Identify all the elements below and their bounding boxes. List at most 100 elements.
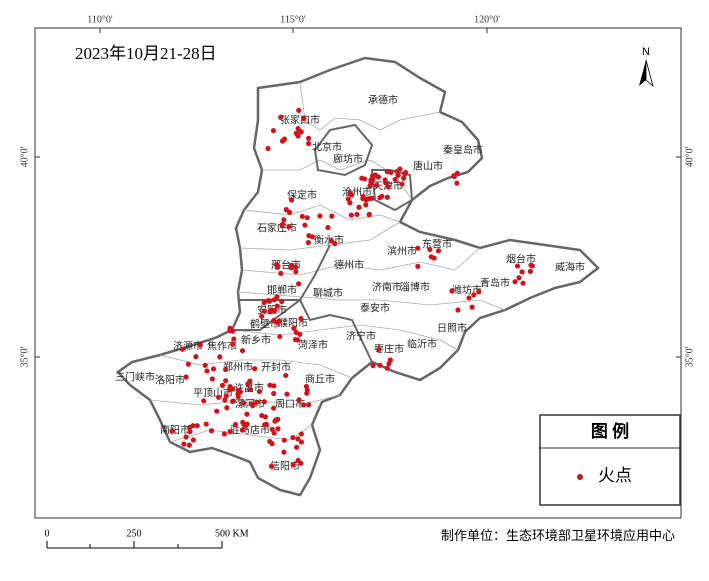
fire-point — [305, 140, 312, 147]
fire-point — [455, 307, 461, 313]
city-label: 秦皇岛市 — [443, 143, 483, 156]
fire-point — [527, 268, 533, 274]
city-label: 新乡市 — [241, 333, 271, 346]
fire-point — [169, 428, 175, 434]
fire-point — [306, 135, 312, 141]
fire-point — [273, 262, 280, 268]
fire-point — [261, 300, 267, 306]
city-label: 东营市 — [422, 237, 452, 250]
fire-point — [269, 441, 275, 447]
fire-point — [223, 366, 229, 373]
fire-point — [345, 196, 351, 202]
fire-point — [384, 194, 390, 200]
fire-point — [415, 245, 421, 251]
fire-point — [469, 304, 475, 310]
fire-point — [512, 279, 518, 285]
fire-point — [230, 341, 236, 347]
fire-point — [284, 391, 290, 397]
fire-point — [227, 429, 233, 435]
fire-point — [292, 336, 298, 343]
fire-point — [366, 196, 372, 202]
fire-point — [239, 427, 245, 433]
fire-point — [276, 318, 282, 324]
city-label: 焦作市 — [207, 339, 237, 352]
city-label: 南阳市 — [160, 423, 190, 436]
fire-point — [399, 181, 405, 187]
city-label: 衡水市 — [314, 233, 344, 246]
fire-point — [256, 388, 263, 395]
fire-point — [304, 215, 310, 221]
city-label: 开封市 — [261, 360, 291, 373]
latitude-label: 40°0' — [684, 146, 695, 167]
fire-point — [295, 125, 301, 132]
fire-point — [187, 424, 193, 430]
legend-item: 火点 — [598, 466, 632, 485]
fire-point — [395, 172, 401, 178]
fire-point — [476, 289, 482, 295]
longitude-label: 110°0' — [87, 14, 113, 25]
fire-point — [366, 212, 372, 218]
fire-point — [269, 307, 275, 313]
fire-point — [309, 234, 316, 240]
fire-point — [471, 292, 477, 298]
fire-point — [271, 405, 277, 411]
fire-point — [281, 136, 288, 142]
fire-point — [329, 213, 335, 219]
fire-point — [259, 412, 265, 419]
fire-point — [224, 405, 230, 411]
fire-point — [361, 196, 368, 202]
fire-point — [325, 224, 331, 231]
fire-point — [271, 430, 277, 436]
fire-point — [401, 175, 407, 181]
fire-point — [221, 431, 228, 437]
fire-point — [241, 400, 247, 406]
fire-point — [271, 317, 277, 324]
fire-point — [222, 397, 228, 403]
fire-point — [377, 362, 383, 368]
fire-point — [259, 313, 265, 319]
credit: 制作单位：生态环境部卫星环境应用中心 — [441, 528, 675, 543]
fire-point — [247, 386, 253, 392]
fire-point — [317, 213, 323, 219]
fire-point — [262, 422, 268, 428]
fire-point — [223, 378, 229, 384]
map-title: 2023年10月21-28日 — [75, 44, 217, 63]
fire-point — [384, 365, 390, 371]
fire-point — [293, 329, 299, 336]
fire-point — [375, 174, 382, 180]
fire-point — [193, 354, 199, 360]
fire-point — [293, 269, 299, 275]
fire-point — [435, 248, 442, 254]
north-arrow: N — [639, 46, 654, 88]
fire-point — [214, 408, 220, 414]
fire-point — [274, 303, 280, 309]
fire-point — [179, 346, 186, 352]
fire-point — [295, 281, 302, 287]
fire-point — [306, 402, 312, 408]
fire-point — [203, 421, 209, 427]
fire-point — [298, 431, 304, 437]
city-label: 洛阳市 — [155, 373, 185, 386]
fire-point — [230, 328, 236, 334]
fire-point — [268, 463, 275, 469]
fire-point — [347, 190, 353, 196]
fire-point — [369, 175, 375, 182]
city-label: 驻马店市 — [230, 423, 270, 436]
fire-point — [354, 211, 360, 218]
city-label: 北京市 — [312, 140, 342, 153]
fire-point — [298, 316, 304, 322]
fire-point — [229, 398, 236, 405]
city-label: 青岛市 — [480, 276, 510, 289]
fire-point — [294, 444, 300, 450]
fire-point — [279, 298, 285, 305]
fire-point — [261, 308, 267, 314]
fire-point — [454, 180, 460, 186]
fire-point — [367, 183, 373, 189]
fire-point — [290, 462, 296, 468]
fire-point — [290, 434, 296, 441]
city-label: 唐山市 — [413, 159, 443, 172]
fire-point — [348, 212, 354, 218]
scale-label: 500 KM — [215, 528, 249, 539]
scale-bar — [46, 541, 223, 549]
fire-point — [240, 419, 246, 425]
